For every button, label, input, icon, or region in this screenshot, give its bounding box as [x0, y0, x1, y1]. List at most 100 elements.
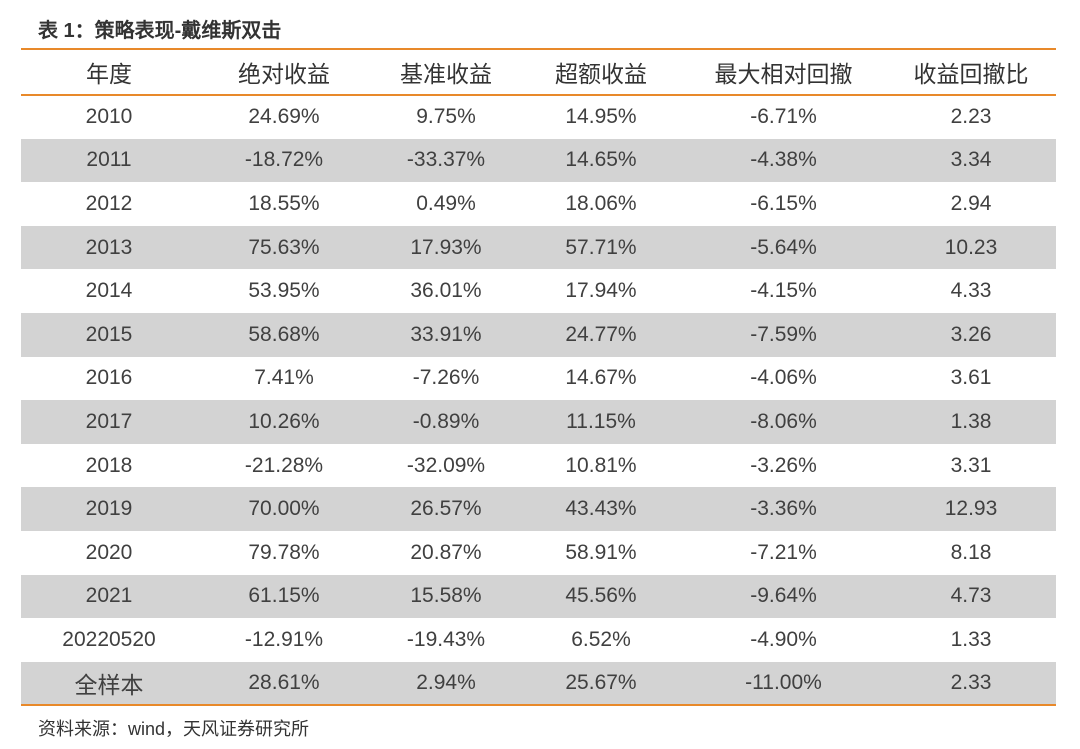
cell-excess-return: 14.67% [565, 366, 637, 390]
cell-absolute-return: -21.28% [244, 453, 324, 477]
cell-year: 2013 [85, 235, 133, 259]
cell-year: 2011 [86, 148, 132, 172]
cell-return-drawdown-ratio: 2.33 [950, 671, 992, 695]
cell-return-drawdown-ratio: 1.33 [950, 627, 992, 651]
cell-return-drawdown-ratio: 3.26 [950, 322, 992, 346]
table-row: 2020 79.78% 20.87% 58.91% -7.21% 8.18 [21, 531, 1056, 575]
table-row: 2015 58.68% 33.91% 24.77% -7.59% 3.26 [21, 312, 1056, 357]
cell-absolute-return: 18.55% [248, 191, 320, 215]
header-absolute-return: 绝对收益 [238, 61, 330, 87]
cell-return-drawdown-ratio: 12.93 [944, 497, 998, 521]
cell-year: 2015 [85, 322, 133, 346]
cell-year: 2020 [85, 540, 133, 564]
cell-max-relative-drawdown: -4.15% [750, 279, 817, 303]
cell-excess-return: 25.67% [565, 671, 637, 695]
cell-max-relative-drawdown: -11.00% [745, 671, 822, 695]
performance-table-container: 年度 绝对收益 基准收益 超额收益 最大相对回撤 收益回撤比 2010 24.69… [21, 48, 1056, 706]
cell-absolute-return: 24.69% [248, 105, 320, 129]
table-row: 2012 18.55% 0.49% 18.06% -6.15% 2.94 [21, 182, 1056, 226]
cell-year: 20220520 [62, 627, 156, 651]
cell-excess-return: 10.81% [565, 453, 637, 477]
table-row: 全样本 28.61% 2.94% 25.67% -11.00% 2.33 [21, 661, 1056, 706]
cell-year: 全样本 [74, 672, 144, 699]
cell-max-relative-drawdown: -6.71% [750, 105, 817, 129]
cell-benchmark-return: 0.49% [416, 191, 476, 215]
cell-return-drawdown-ratio: 3.61 [950, 366, 992, 390]
cell-max-relative-drawdown: -4.38% [750, 148, 817, 172]
cell-benchmark-return: 2.94% [416, 671, 476, 695]
cell-return-drawdown-ratio: 2.23 [950, 105, 992, 129]
cell-return-drawdown-ratio: 1.38 [950, 409, 992, 433]
table-header: 年度 绝对收益 基准收益 超额收益 最大相对回撤 收益回撤比 [21, 49, 1056, 95]
cell-year: 2017 [85, 409, 133, 433]
header-benchmark-return: 基准收益 [400, 61, 492, 87]
cell-year: 2018 [85, 453, 133, 477]
cell-year: 2014 [85, 279, 133, 303]
cell-year: 2016 [85, 366, 133, 390]
cell-excess-return: 24.77% [565, 322, 637, 346]
cell-max-relative-drawdown: -9.64% [750, 584, 817, 608]
cell-absolute-return: 28.61% [248, 671, 320, 695]
cell-max-relative-drawdown: -3.26% [750, 453, 817, 477]
cell-max-relative-drawdown: -5.64% [750, 235, 817, 259]
cell-max-relative-drawdown: -3.36% [750, 497, 817, 521]
performance-table: 年度 绝对收益 基准收益 超额收益 最大相对回撤 收益回撤比 2010 24.69… [21, 48, 1056, 706]
cell-benchmark-return: -32.09% [406, 453, 486, 477]
cell-absolute-return: -12.91% [244, 627, 324, 651]
cell-excess-return: 43.43% [565, 497, 637, 521]
cell-year: 2019 [85, 497, 133, 521]
table-title: 表 1：策略表现-戴维斯双击 [38, 20, 282, 42]
cell-benchmark-return: 26.57% [410, 497, 482, 521]
cell-excess-return: 11.15% [566, 409, 636, 433]
cell-benchmark-return: -7.26% [412, 366, 480, 390]
table-row: 2018 -21.28% -32.09% 10.81% -3.26% 3.31 [21, 444, 1056, 488]
cell-absolute-return: 61.15% [248, 584, 320, 608]
cell-return-drawdown-ratio: 4.73 [950, 584, 992, 608]
cell-year: 2021 [85, 584, 133, 608]
cell-benchmark-return: 15.58% [410, 584, 482, 608]
cell-max-relative-drawdown: -4.90% [750, 627, 817, 651]
cell-max-relative-drawdown: -7.59% [750, 322, 817, 346]
table-row: 2010 24.69% 9.75% 14.95% -6.71% 2.23 [21, 95, 1056, 139]
table-body: 2010 24.69% 9.75% 14.95% -6.71% 2.23 2011 -18.7… [21, 95, 1056, 706]
cell-benchmark-return: 33.91% [410, 322, 482, 346]
cell-max-relative-drawdown: -6.15% [750, 191, 817, 215]
cell-excess-return: 58.91% [565, 540, 637, 564]
cell-return-drawdown-ratio: 3.31 [950, 453, 992, 477]
cell-absolute-return: 53.95% [248, 279, 320, 303]
cell-benchmark-return: -19.43% [406, 627, 486, 651]
cell-benchmark-return: 36.01% [410, 279, 482, 303]
header-return-drawdown-ratio: 收益回撤比 [913, 61, 1029, 87]
cell-return-drawdown-ratio: 3.34 [950, 148, 992, 172]
cell-return-drawdown-ratio: 4.33 [950, 279, 992, 303]
cell-absolute-return: -18.72% [244, 148, 324, 172]
cell-absolute-return: 75.63% [248, 235, 320, 259]
table-row: 2014 53.95% 36.01% 17.94% -4.15% 4.33 [21, 269, 1056, 313]
cell-benchmark-return: -33.37% [406, 148, 486, 172]
cell-year: 2012 [85, 191, 133, 215]
cell-absolute-return: 58.68% [248, 322, 320, 346]
header-year: 年度 [86, 61, 132, 87]
cell-max-relative-drawdown: -7.21% [750, 540, 817, 564]
cell-max-relative-drawdown: -8.06% [750, 409, 817, 433]
cell-return-drawdown-ratio: 2.94 [950, 191, 992, 215]
cell-return-drawdown-ratio: 8.18 [950, 540, 992, 564]
cell-benchmark-return: 17.93% [410, 235, 482, 259]
cell-max-relative-drawdown: -4.06% [750, 366, 817, 390]
cell-benchmark-return: 9.75% [416, 105, 476, 129]
table-row: 2016 7.41% -7.26% 14.67% -4.06% 3.61 [21, 357, 1056, 401]
header-row: 年度 绝对收益 基准收益 超额收益 最大相对回撤 收益回撤比 [21, 49, 1056, 95]
table-row: 2019 70.00% 26.57% 43.43% -3.36% 12.93 [21, 487, 1056, 531]
cell-absolute-return: 79.78% [248, 540, 320, 564]
table-row: 2011 -18.72% -33.37% 14.65% -4.38% 3.34 [21, 138, 1056, 183]
cell-excess-return: 14.95% [565, 105, 637, 129]
table-row: 2021 61.15% 15.58% 45.56% -9.64% 4.73 [21, 574, 1056, 619]
cell-excess-return: 6.52% [571, 627, 631, 651]
cell-excess-return: 14.65% [565, 148, 637, 172]
table-row: 20220520 -12.91% -19.43% 6.52% -4.90% 1.33 [21, 618, 1056, 662]
table-row: 2013 75.63% 17.93% 57.71% -5.64% 10.23 [21, 225, 1056, 270]
cell-benchmark-return: -0.89% [412, 409, 480, 433]
cell-absolute-return: 70.00% [248, 497, 320, 521]
table-row: 2017 10.26% -0.89% 11.15% -8.06% 1.38 [21, 400, 1056, 444]
cell-excess-return: 17.94% [565, 279, 637, 303]
